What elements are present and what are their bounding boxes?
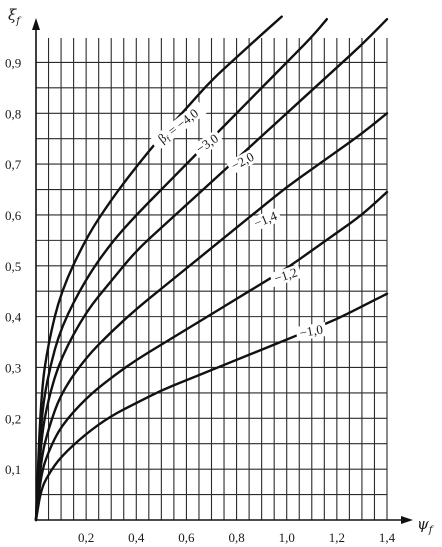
y-tick-label: 0,8 bbox=[5, 106, 21, 121]
axes: 0,2 0,4 0,6 0,8 1,0 1,2 1,4 0,1 0,2 0,3 0,4 0,5 0,6 0… bbox=[5, 6, 435, 545]
y-tick-label: 0,1 bbox=[5, 462, 21, 477]
y-tick-label: 0,3 bbox=[5, 360, 21, 375]
series-curve-4 bbox=[34, 190, 389, 522]
x-tick-label: 0,8 bbox=[228, 530, 244, 545]
series-curve-0 bbox=[34, 15, 283, 522]
curve-label-backing bbox=[295, 321, 328, 341]
y-axis-title: ξf bbox=[8, 6, 22, 27]
series-curve-2 bbox=[34, 18, 389, 522]
x-tick-label: 0,2 bbox=[78, 530, 94, 545]
x-tick-label: 1,0 bbox=[279, 530, 295, 545]
y-axis-arrow bbox=[32, 18, 40, 30]
series-curve-3 bbox=[34, 112, 389, 522]
x-axis-arrow bbox=[401, 516, 413, 524]
labels-layer: βf = −4,0−3,0−2,0−1,4−1,2−1,0 bbox=[149, 101, 328, 341]
y-tick-label: 0,5 bbox=[5, 259, 21, 274]
x-tick-label: 0,6 bbox=[178, 530, 195, 545]
y-tick-label: 0,2 bbox=[5, 411, 21, 426]
x-tick-label: 1,4 bbox=[379, 530, 396, 545]
curve-label-backing bbox=[269, 264, 303, 287]
y-tick-label: 0,7 bbox=[5, 157, 22, 172]
curve-label-backing bbox=[190, 129, 224, 159]
grid bbox=[36, 38, 388, 520]
x-tick-label: 0,4 bbox=[128, 530, 145, 545]
series-layer bbox=[34, 15, 389, 522]
curve-label: −1,0 bbox=[298, 322, 324, 341]
curve-label-backing bbox=[226, 148, 260, 175]
y-tick-label: 0,9 bbox=[5, 55, 21, 70]
curve-label: −1,2 bbox=[272, 264, 299, 286]
y-tick-label: 0,4 bbox=[5, 310, 22, 325]
y-tick-label: 0,6 bbox=[5, 208, 22, 223]
series-curve-1 bbox=[34, 18, 329, 522]
x-axis-title: ψf bbox=[417, 515, 435, 536]
x-tick-label: 1,2 bbox=[329, 530, 345, 545]
curve-label-backing bbox=[149, 101, 208, 151]
curve-label-backing bbox=[249, 207, 283, 232]
